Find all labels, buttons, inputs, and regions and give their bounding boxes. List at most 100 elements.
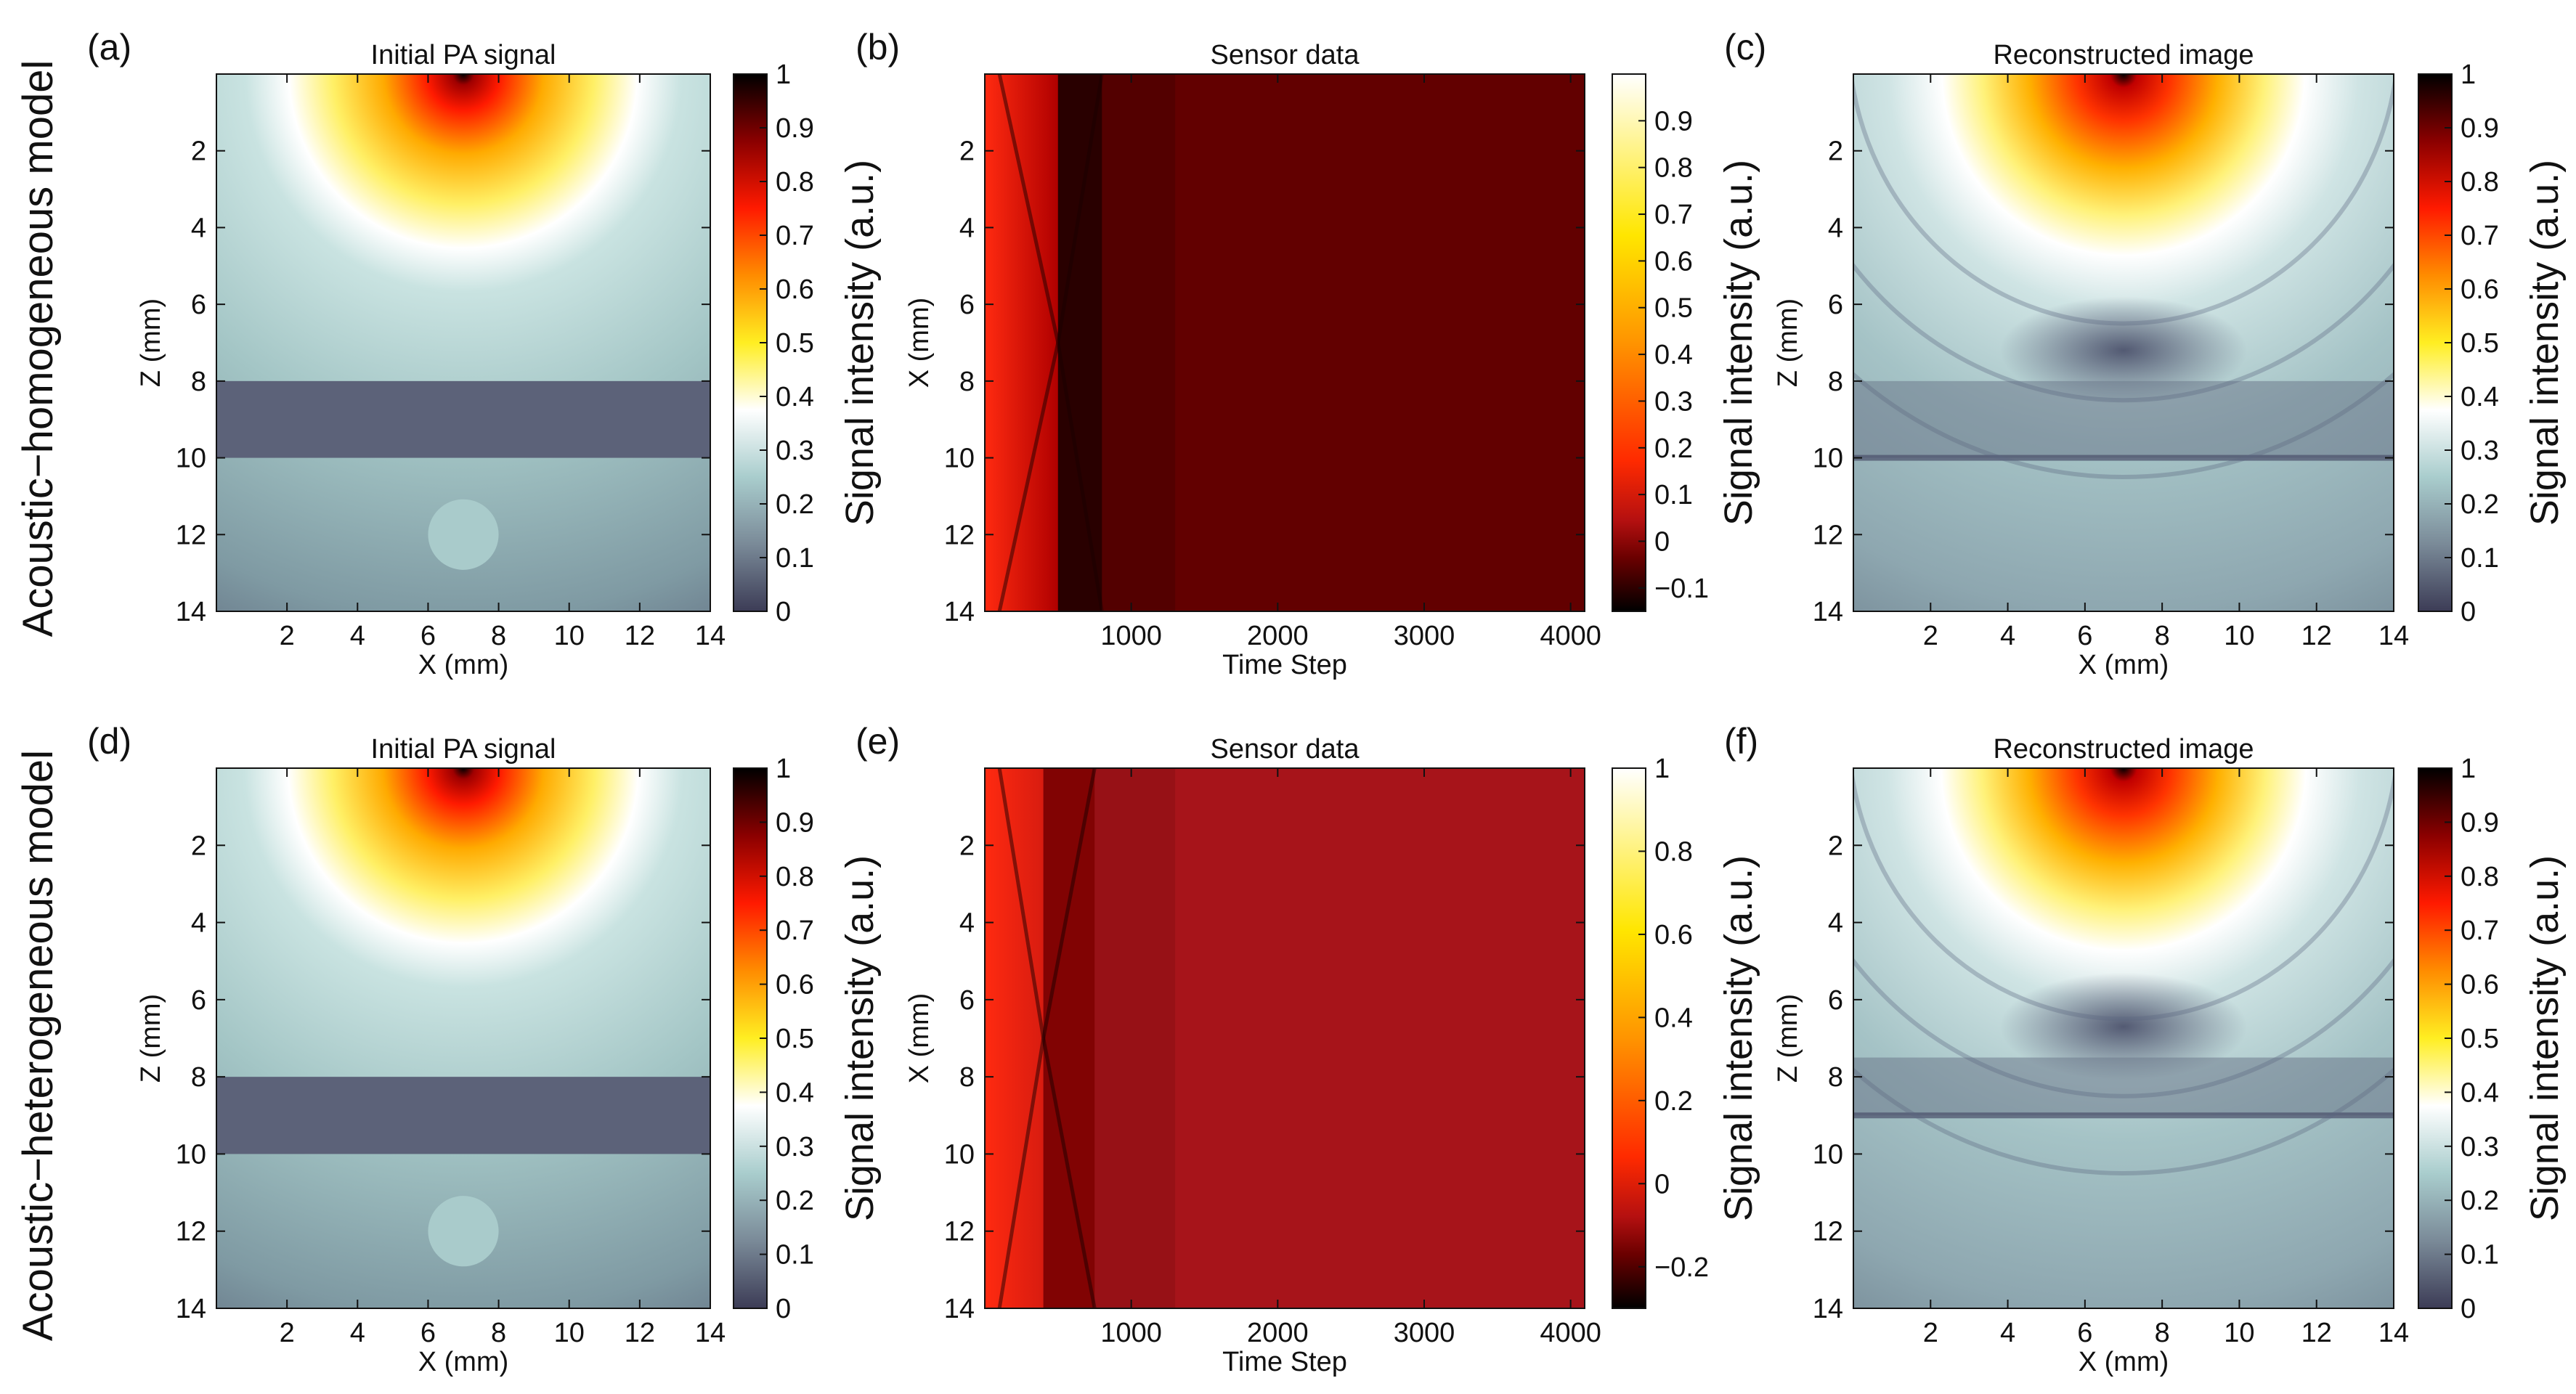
- colorbar-tick-label: 0.2: [2461, 489, 2499, 520]
- colorbar-tick-label: 0.8: [1654, 153, 1693, 184]
- colorbar-tick-label: 0.3: [776, 436, 814, 466]
- artifact-blob: [1999, 972, 2248, 1081]
- x-tick-label: 12: [625, 621, 655, 651]
- axes-frame: [1853, 767, 2394, 1309]
- plot-area: [1853, 74, 2394, 611]
- artifact-arc: [1853, 75, 2394, 326]
- x-tick-label: 12: [625, 1318, 655, 1348]
- panel-b: Sensor data (b) 1000 2000 3000 4000 Time Step 2…: [856, 27, 1760, 680]
- colorbar-tick-label: 0: [2461, 597, 2476, 627]
- panel-label: (d): [87, 721, 131, 762]
- panel-label: (e): [856, 721, 900, 762]
- colorbar-tick-label: 0: [776, 597, 791, 627]
- colorbar-tick-label: 0.1: [2461, 1240, 2499, 1271]
- x-axis-label: X (mm): [2079, 1347, 2169, 1377]
- colorbar-label: Signal intensity (a.u.): [2523, 160, 2567, 526]
- colorbar-tick-label: 0.9: [2461, 807, 2499, 838]
- x-tick-label: 14: [695, 1318, 726, 1348]
- colorbar-label: Signal intensity (a.u.): [2523, 855, 2567, 1221]
- panel-title: Reconstructed image: [1993, 734, 2254, 765]
- inclusion: [428, 1196, 499, 1267]
- colorbar-tick-label: 0.6: [1654, 246, 1693, 277]
- artifact-arc: [1853, 957, 2394, 1099]
- plot-area: [985, 74, 1585, 611]
- x-tick-label: 14: [2378, 621, 2409, 651]
- panel-label: (c): [1724, 27, 1766, 68]
- inclusion: [428, 499, 499, 570]
- post-front: [1094, 768, 1176, 1308]
- x-tick-label: 4: [350, 1318, 365, 1348]
- wave-line: [1056, 342, 1104, 611]
- x-tick-label: 10: [554, 621, 585, 651]
- axes-frame: [216, 767, 711, 1309]
- y-tick-label: 8: [1828, 1062, 1843, 1093]
- y-tick-label: 10: [944, 1139, 975, 1170]
- colorbar-tick-label: 0.4: [776, 1077, 814, 1108]
- band-edge: [1853, 455, 2394, 461]
- colorbar-tick-label: 0.9: [2461, 113, 2499, 144]
- wave-line: [1041, 1038, 1097, 1308]
- x-tick-label: 10: [2224, 621, 2254, 651]
- colorbar-tick-label: 0.6: [2461, 970, 2499, 1000]
- panel-e: Sensor data (e) 1000 2000 3000 4000 Time Step 2…: [856, 721, 1760, 1377]
- colorbar-tick-label: 0.3: [2461, 436, 2499, 466]
- x-tick-label: 4000: [1540, 621, 1601, 651]
- colorbar-tick-label: 0.8: [776, 862, 814, 892]
- colorbar-tick-label: 0.4: [2461, 1077, 2499, 1108]
- tissue-band: [216, 1077, 710, 1154]
- panel-title: Reconstructed image: [1993, 40, 2254, 70]
- y-tick-label: 10: [1813, 1139, 1843, 1170]
- y-tick-label: 8: [191, 1062, 206, 1093]
- x-tick-label: 8: [491, 1318, 506, 1348]
- y-tick-label: 4: [959, 213, 975, 243]
- x-tick-label: 12: [2301, 621, 2332, 651]
- y-tick-label: 8: [1828, 367, 1843, 397]
- colorbar-tick-label: 0.7: [2461, 916, 2499, 946]
- colorbar: [1612, 767, 1646, 1309]
- y-tick-label: 6: [191, 290, 206, 320]
- y-tick-label: 2: [959, 136, 975, 167]
- x-axis-label: X (mm): [418, 1347, 509, 1377]
- y-axis-label: X (mm): [904, 298, 935, 388]
- x-tick-label: 8: [2155, 1318, 2170, 1348]
- y-tick-label: 4: [959, 908, 975, 939]
- colorbar-tick-label: 0.7: [776, 916, 814, 946]
- x-tick-label: 6: [420, 621, 436, 651]
- panel-c: Reconstructed image(c)2 4 6 8 10 12 14X (mm)24…: [1724, 27, 2567, 680]
- wave-line: [1041, 768, 1097, 1039]
- artifact-arc: [1853, 371, 2394, 479]
- y-tick-label: 2: [959, 831, 975, 861]
- x-tick-label: 2: [1923, 621, 1938, 651]
- y-tick-label: 10: [944, 444, 975, 474]
- colorbar-tick-label: 0.1: [776, 543, 814, 574]
- colorbar-tick-label: 0.1: [776, 1240, 814, 1271]
- y-tick-label: 4: [191, 908, 206, 939]
- x-tick-label: 8: [2155, 621, 2170, 651]
- colorbar-tick-label: 0.9: [776, 113, 814, 144]
- panel-title: Initial PA signal: [371, 40, 556, 70]
- colorbar-tick-label: 1: [776, 754, 791, 784]
- artifact-arc: [1853, 1067, 2394, 1175]
- wave-line: [997, 342, 1060, 611]
- y-tick-label: 6: [959, 985, 975, 1016]
- row-label-top: Acoustic−homogeneous model: [15, 60, 62, 637]
- x-tick-label: 6: [2077, 621, 2092, 651]
- colorbar-tick-label: 0.2: [1654, 433, 1693, 464]
- colorbar-tick-label: 0.4: [776, 382, 814, 412]
- colorbar-tick-label: 0.8: [2461, 862, 2499, 892]
- colorbar-tick-label: 0.2: [776, 489, 814, 520]
- y-tick-label: 6: [1828, 985, 1843, 1016]
- y-tick-label: 12: [944, 1217, 975, 1247]
- panel-f: Reconstructed image(f)2 4 6 8 10 12 14X (mm)24…: [1724, 721, 2567, 1377]
- axes-frame: [984, 73, 1585, 612]
- y-tick-label: 10: [176, 444, 206, 474]
- y-tick-label: 2: [191, 136, 206, 167]
- x-tick-label: 2000: [1247, 621, 1309, 651]
- colorbar-label: Signal intensity (a.u.): [838, 160, 882, 526]
- tissue-band: [1853, 1057, 2394, 1116]
- colorbar-tick-label: 0.3: [1654, 386, 1693, 417]
- plot-area: [985, 768, 1585, 1308]
- panel-label: (b): [856, 27, 900, 68]
- row-label-bottom: Acoustic−heterogeneous model: [15, 750, 62, 1341]
- x-tick-label: 4: [350, 621, 365, 651]
